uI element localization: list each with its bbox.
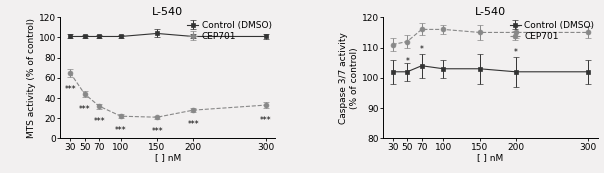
Text: ***: *** — [94, 117, 105, 126]
Text: *: * — [420, 45, 423, 54]
Title: L-540: L-540 — [152, 7, 184, 17]
X-axis label: [ ] nM: [ ] nM — [155, 153, 181, 162]
Y-axis label: Caspase 3/7 activity
(% of control): Caspase 3/7 activity (% of control) — [339, 32, 359, 124]
X-axis label: [ ] nM: [ ] nM — [477, 153, 504, 162]
Text: ***: *** — [79, 105, 91, 114]
Text: ***: *** — [151, 127, 163, 136]
Legend: Control (DMSO), CEP701: Control (DMSO), CEP701 — [508, 19, 596, 43]
Text: ***: *** — [115, 126, 127, 135]
Legend: Control (DMSO), CEP701: Control (DMSO), CEP701 — [185, 19, 274, 43]
Text: *: * — [514, 48, 518, 57]
Text: ***: *** — [187, 120, 199, 129]
Text: ***: *** — [65, 85, 76, 94]
Title: L-540: L-540 — [475, 7, 506, 17]
Y-axis label: MTS activity (% of control): MTS activity (% of control) — [27, 18, 36, 138]
Text: ***: *** — [260, 116, 271, 125]
Text: *: * — [405, 57, 409, 66]
